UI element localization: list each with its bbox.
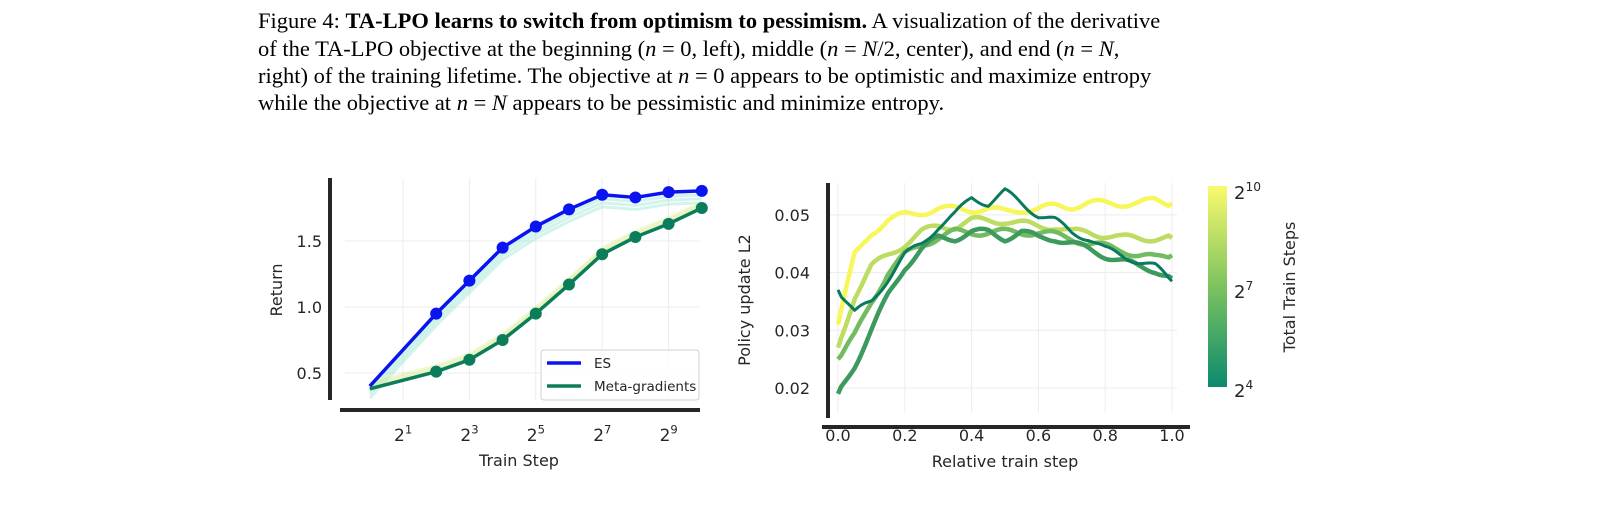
caption-text: =	[1074, 36, 1099, 61]
x-tick-label: 0.4	[959, 426, 984, 445]
caption-text: n	[456, 90, 468, 115]
seed-line	[369, 200, 703, 385]
caption-text: N	[862, 36, 878, 61]
caption-text: = 0, left), middle (	[656, 36, 828, 61]
colorbar-tick-label: 27	[1234, 279, 1253, 303]
data-point	[496, 334, 509, 346]
caption-line: right) of the training lifetime. The obj…	[258, 63, 1151, 89]
data-point	[529, 307, 542, 320]
y-tick-label: 1.0	[297, 298, 322, 317]
data-point	[629, 191, 642, 204]
x-tick-label: 0.8	[1092, 426, 1117, 445]
data-point	[563, 278, 575, 291]
y-axis-label: Return	[267, 263, 286, 316]
x-tick-label: 1.0	[1159, 426, 1184, 445]
caption-title: TA-LPO learns to switch from optimism to…	[345, 8, 868, 33]
series-line-meta-gradients	[369, 206, 703, 391]
x-tick-label: 0.0	[825, 426, 850, 445]
colorbar-label: Total Train Steps	[1280, 222, 1299, 354]
data-point	[463, 274, 476, 287]
series-line-2-8	[835, 215, 1174, 349]
seed-line	[368, 201, 702, 400]
data-point	[596, 188, 609, 201]
caption-text: appears to be pessimistic and minimize e…	[506, 90, 945, 115]
y-tick-label: 0.05	[774, 206, 810, 225]
data-point	[529, 220, 542, 233]
x-tick-label: 23	[460, 422, 478, 446]
series-line-2-5	[835, 226, 1174, 395]
caption-text: n	[678, 63, 690, 88]
caption-text: n	[827, 36, 839, 61]
caption-text: while the objective at	[258, 90, 457, 115]
x-tick-label: 0.6	[1026, 426, 1051, 445]
seed-line	[369, 202, 703, 387]
colorbar-tick-label: 210	[1234, 180, 1261, 204]
caption-text: N	[491, 90, 507, 115]
colorbar-tick-label: 24	[1234, 378, 1253, 402]
caption-text: n	[645, 36, 657, 61]
data-point	[596, 248, 609, 261]
caption-text: N	[1098, 36, 1114, 61]
y-axis-label: Policy update L2	[735, 234, 754, 366]
x-tick-label: 0.2	[892, 426, 917, 445]
x-tick-label: 21	[394, 422, 412, 446]
seed-line	[368, 193, 702, 392]
caption-text: /2, center), and end (	[877, 36, 1064, 61]
data-point	[563, 203, 575, 216]
data-point	[662, 217, 675, 230]
caption-text: right) of the training lifetime. The obj…	[258, 63, 679, 88]
data-point	[695, 184, 708, 197]
x-tick-label: 27	[593, 422, 611, 446]
series-line-2-4	[836, 187, 1174, 312]
series-line-es	[368, 189, 702, 388]
caption-text: n	[1063, 36, 1075, 61]
policy-update-chart: 0.02 0.03 0.04 0.05 0.0 0.2 0.4 0.6 0.8 1.0 Relati…	[735, 180, 1299, 471]
data-point	[695, 202, 708, 214]
caption-text: ,	[1113, 36, 1120, 61]
data-point	[430, 365, 443, 378]
data-point	[496, 241, 509, 254]
series-line-2-10	[835, 195, 1174, 326]
data-point	[430, 307, 443, 320]
y-tick-label: 0.02	[774, 379, 810, 398]
legend-label: ES	[594, 356, 611, 372]
y-tick-label: 0.04	[774, 264, 810, 283]
series-line-2-6	[836, 226, 1174, 361]
y-tick-label: 0.5	[297, 364, 322, 383]
caption-text: Figure 4:	[258, 8, 346, 33]
colorbar	[1208, 186, 1227, 387]
caption-text: =	[467, 90, 492, 115]
x-axis-label: Train Step	[478, 451, 559, 470]
caption-line: of the TA-LPO objective at the beginning…	[258, 36, 1119, 62]
data-point	[662, 186, 675, 199]
x-tick-label: 29	[660, 422, 678, 446]
y-tick-label: 1.5	[297, 232, 322, 251]
caption-line: while the objective at n = N appears to …	[258, 90, 944, 116]
data-point	[629, 231, 642, 244]
seed-line	[368, 197, 702, 396]
x-tick-label: 25	[527, 422, 545, 446]
legend-label: Meta-gradients	[594, 379, 696, 395]
y-tick-label: 0.03	[774, 321, 810, 340]
x-axis-label: Relative train step	[932, 452, 1079, 471]
legend: ES Meta-gradients	[540, 349, 700, 401]
caption-text: A visualization of the derivative	[867, 8, 1161, 33]
caption-text: = 0 appears to be optimistic and maximiz…	[689, 63, 1152, 88]
caption-text: of the TA-LPO objective at the beginning…	[258, 36, 646, 61]
data-point	[463, 353, 476, 366]
caption-text: =	[838, 36, 863, 61]
return-chart: 0.5 1.0 1.5 21 23 25 27 29 Train Step Return ES Met…	[267, 178, 708, 470]
caption-line: Figure 4: TA-LPO learns to switch from o…	[258, 8, 1160, 34]
